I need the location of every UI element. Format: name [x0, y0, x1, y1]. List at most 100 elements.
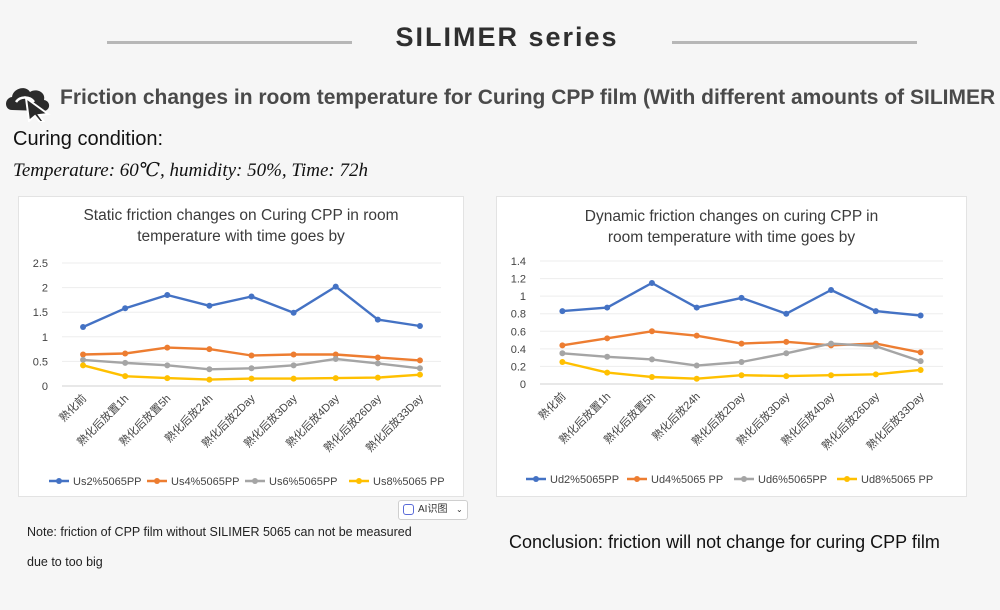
data-point — [559, 350, 566, 357]
data-point — [917, 312, 924, 319]
data-point — [290, 375, 297, 382]
y-tick-label: 0.2 — [511, 361, 526, 373]
data-point — [332, 283, 339, 290]
data-point — [164, 375, 171, 382]
legend-label: Ud2%5065PP — [550, 474, 619, 486]
data-point — [872, 371, 879, 378]
data-point — [374, 354, 381, 361]
data-point — [206, 376, 213, 383]
legend-marker — [252, 478, 258, 484]
legend-label: Us2%5065PP — [73, 476, 142, 488]
data-point — [559, 308, 566, 315]
legend-label: Ud6%5065PP — [758, 474, 827, 486]
y-tick-label: 0.8 — [511, 309, 526, 321]
chart-title-line: Dynamic friction changes on curing CPP i… — [585, 208, 879, 225]
data-point — [374, 374, 381, 381]
data-point — [290, 309, 297, 316]
data-point — [248, 352, 255, 359]
static-friction-chart: Static friction changes on Curing CPP in… — [18, 196, 464, 497]
data-point — [693, 375, 700, 382]
chart-title-line: Static friction changes on Curing CPP in… — [83, 207, 398, 224]
data-point — [604, 335, 611, 342]
data-point — [374, 360, 381, 367]
ai-recognize-button[interactable]: AI识图 ⌄ — [398, 500, 468, 520]
note-line-1: Note: friction of CPP film without SILIM… — [27, 525, 412, 539]
chart-title-line: room temperature with time goes by — [608, 229, 855, 246]
data-point — [80, 356, 87, 363]
static-friction-chart-svg: Static friction changes on Curing CPP in… — [33, 207, 445, 488]
legend-marker — [844, 476, 850, 482]
data-point — [828, 286, 835, 293]
data-point — [122, 359, 129, 366]
legend-marker — [634, 476, 640, 482]
data-point — [559, 342, 566, 349]
data-point — [693, 332, 700, 339]
legend-label: Us8%5065 PP — [373, 476, 445, 488]
data-point — [872, 308, 879, 315]
y-tick-label: 0.6 — [511, 326, 526, 338]
chevron-down-icon[interactable]: ⌄ — [456, 505, 463, 514]
data-point — [248, 375, 255, 382]
data-point — [783, 350, 790, 357]
data-point — [828, 372, 835, 379]
data-point — [374, 316, 381, 323]
header-rule-left — [107, 41, 352, 44]
data-point — [206, 346, 213, 353]
data-point — [738, 372, 745, 379]
data-point — [648, 328, 655, 335]
data-point — [248, 365, 255, 372]
dynamic-friction-chart: Dynamic friction changes on curing CPP i… — [496, 196, 967, 497]
ai-scan-icon — [403, 504, 414, 515]
x-tick-label: 熟化前 — [56, 391, 89, 424]
y-tick-label: 0.5 — [33, 356, 48, 368]
data-point — [416, 357, 423, 364]
data-point — [290, 351, 297, 358]
legend-label: Ud4%5065 PP — [651, 474, 723, 486]
data-point — [416, 371, 423, 378]
data-point — [738, 294, 745, 301]
conclusion-text: Conclusion: friction will not change for… — [509, 532, 940, 552]
data-point — [80, 323, 87, 330]
data-point — [164, 291, 171, 298]
curing-condition-label: Curing condition: — [13, 128, 164, 150]
dynamic-friction-chart-svg: Dynamic friction changes on curing CPP i… — [511, 208, 943, 486]
data-point — [783, 310, 790, 317]
y-tick-label: 0.4 — [511, 344, 526, 356]
data-point — [122, 305, 129, 312]
data-point — [604, 353, 611, 360]
y-tick-label: 1 — [42, 332, 48, 344]
data-point — [917, 358, 924, 365]
data-point — [332, 355, 339, 362]
data-point — [206, 366, 213, 373]
data-point — [290, 362, 297, 369]
data-point — [604, 304, 611, 311]
data-point — [783, 373, 790, 380]
y-tick-label: 1.5 — [33, 307, 48, 319]
data-point — [648, 279, 655, 286]
data-point — [122, 373, 129, 380]
legend-label: Us6%5065PP — [269, 476, 338, 488]
y-tick-label: 0 — [42, 381, 48, 393]
data-point — [559, 359, 566, 366]
data-point — [738, 359, 745, 366]
legend-marker — [356, 478, 362, 484]
legend-marker — [56, 478, 62, 484]
header-rule-right — [672, 41, 917, 44]
y-tick-label: 1.4 — [511, 256, 526, 268]
ai-recognize-label: AI识图 — [418, 504, 448, 515]
data-point — [164, 344, 171, 351]
series-title: SILIMER series — [395, 22, 619, 52]
data-point — [648, 373, 655, 380]
y-tick-label: 2 — [42, 283, 48, 295]
data-point — [122, 350, 129, 357]
legend-marker — [533, 476, 539, 482]
data-point — [80, 362, 87, 369]
legend-marker — [741, 476, 747, 482]
x-tick-label: 熟化前 — [535, 389, 568, 422]
legend-marker — [154, 478, 160, 484]
data-point — [738, 340, 745, 347]
y-tick-label: 0 — [520, 379, 526, 391]
data-point — [248, 293, 255, 300]
data-point — [693, 362, 700, 369]
data-point — [416, 322, 423, 329]
